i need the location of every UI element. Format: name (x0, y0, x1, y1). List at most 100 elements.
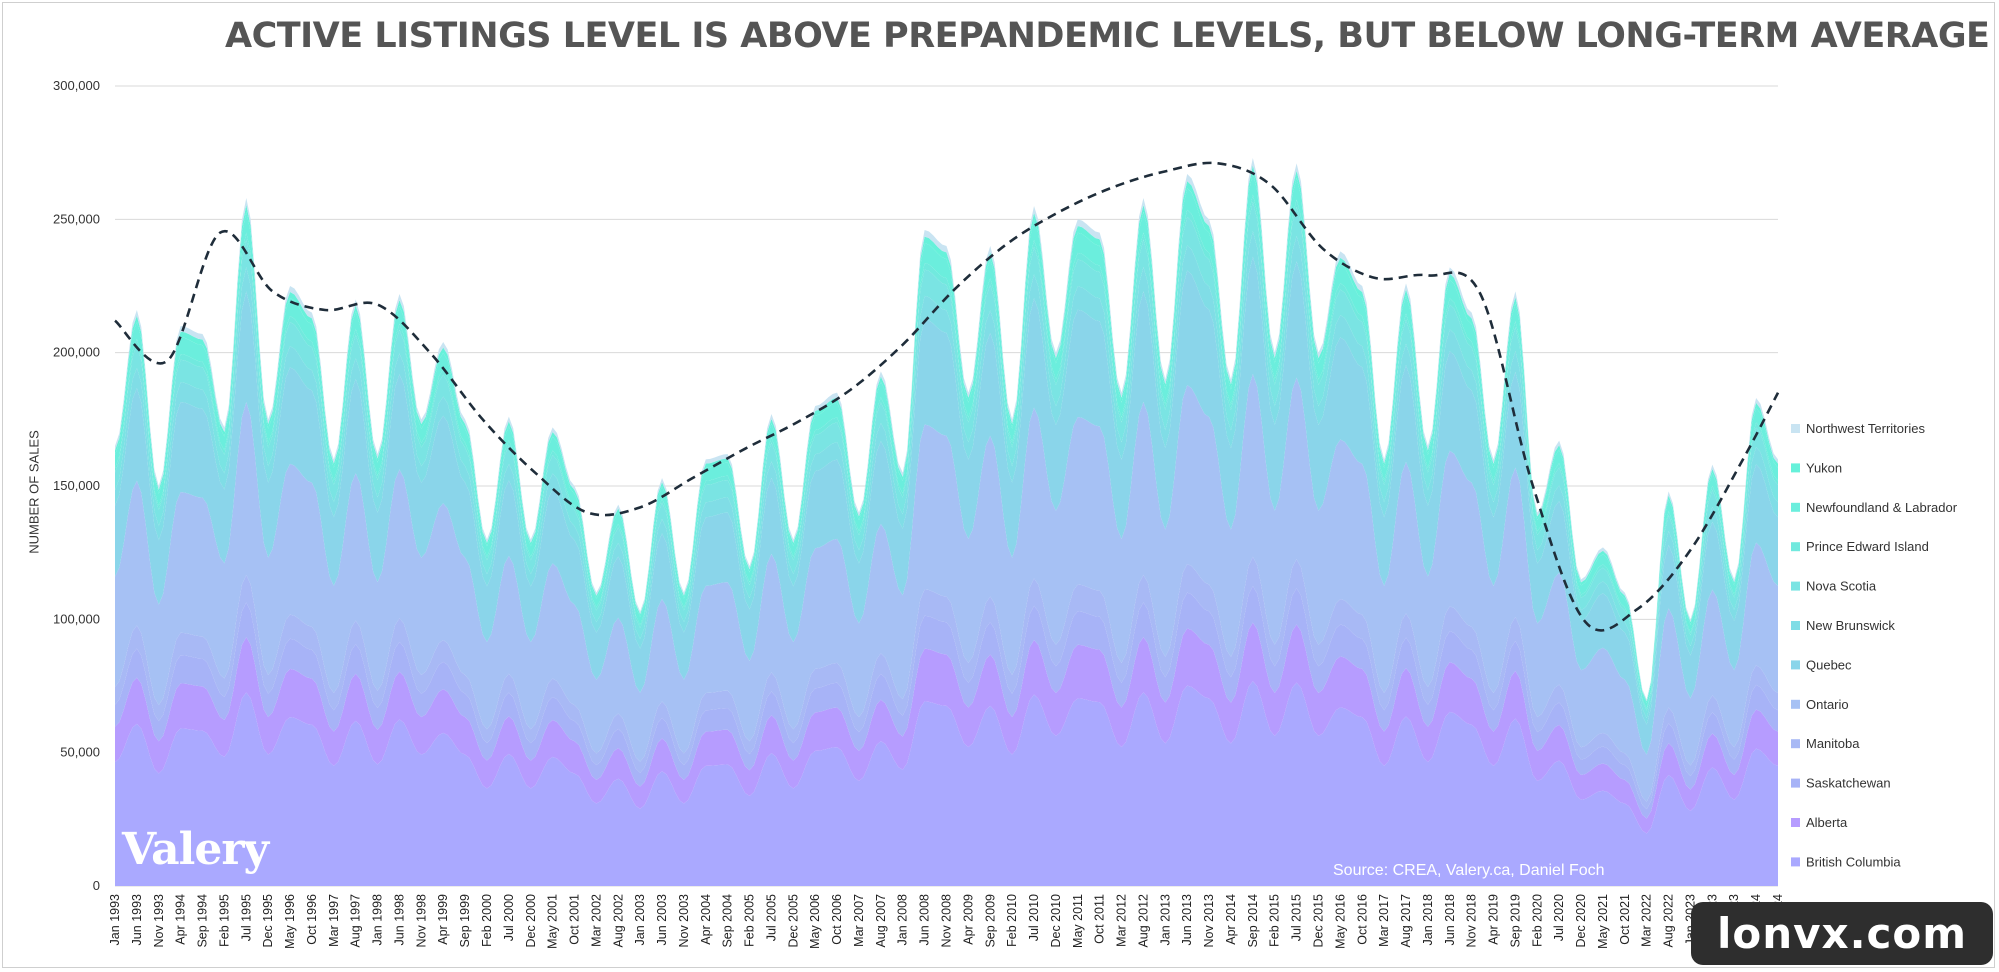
x-tick-label: Nov 2003 (677, 894, 691, 948)
legend-swatch (1791, 502, 1800, 512)
x-tick-label: May 2016 (1333, 894, 1347, 949)
x-tick-label: Nov 2008 (940, 894, 954, 948)
x-tick-label: Oct 2001 (568, 894, 582, 945)
y-tick-label: 0 (93, 878, 100, 893)
stacked-areas (115, 158, 1778, 886)
x-tick-label: May 2006 (808, 894, 822, 949)
x-tick-label: Jul 2020 (1552, 894, 1566, 941)
x-tick-label: Jul 2000 (502, 894, 516, 941)
x-tick-label: Aug 1997 (349, 894, 363, 948)
x-tick-label: Jan 2018 (1421, 894, 1435, 945)
x-tick-label: Dec 2005 (786, 894, 800, 948)
x-tick-label: Feb 2010 (1005, 894, 1019, 947)
x-tick-label: Sep 2004 (721, 894, 735, 948)
legend-swatch (1791, 660, 1800, 670)
x-tick-label: Dec 1995 (261, 894, 275, 948)
x-tick-label: Aug 2007 (874, 894, 888, 948)
x-tick-label: Jul 2005 (764, 894, 778, 941)
y-tick-label: 100,000 (53, 611, 100, 626)
legend-label: Alberta (1806, 815, 1848, 830)
legend-label: Yukon (1806, 460, 1842, 475)
x-tick-label: Dec 2000 (524, 894, 538, 948)
x-tick-label: Feb 1995 (217, 894, 231, 947)
x-tick-label: Nov 1998 (414, 894, 428, 948)
x-tick-label: Apr 2009 (961, 894, 975, 945)
legend-swatch (1791, 699, 1800, 709)
legend-label: Northwest Territories (1806, 421, 1925, 436)
legend-label: New Brunswick (1806, 618, 1895, 633)
legend-swatch (1791, 621, 1800, 630)
x-tick-label: Jun 1998 (393, 894, 407, 945)
source-note: Source: CREA, Valery.ca, Daniel Foch (1333, 862, 1605, 879)
x-tick-label: Apr 2019 (1487, 894, 1501, 945)
x-tick-label: Mar 2012 (1115, 894, 1129, 947)
area-alberta (115, 622, 1778, 834)
x-tick-label: Jan 1998 (371, 894, 385, 945)
x-tick-label: Apr 1994 (174, 894, 188, 945)
area-newfoundland-labrador (115, 172, 1778, 709)
x-tick-label: Feb 2015 (1268, 894, 1282, 947)
watermark-badge: lonvx.com (1691, 902, 1993, 965)
area-nova-scotia (115, 201, 1778, 719)
x-tick-label: Sep 1999 (458, 894, 472, 948)
x-tick-label: Oct 2016 (1355, 894, 1369, 945)
area-quebec (115, 256, 1778, 755)
legend-label: Ontario (1806, 697, 1849, 712)
area-new-brunswick (115, 231, 1778, 725)
x-tick-label: Mar 2017 (1377, 894, 1391, 947)
x-tick-label: Jan 2013 (1158, 894, 1172, 945)
x-tick-label: Oct 1996 (305, 894, 319, 945)
legend-label: British Columbia (1806, 854, 1901, 869)
trend-line (114, 161, 1780, 632)
y-tick-label: 150,000 (53, 478, 100, 493)
x-tick-label: Sep 1994 (196, 894, 210, 948)
legend-label: Newfoundland & Labrador (1806, 500, 1958, 515)
legend-swatch (1791, 818, 1800, 827)
x-tick-label: Mar 2007 (852, 894, 866, 947)
x-tick-label: Feb 2000 (480, 894, 494, 947)
x-tick-label: Mar 2002 (589, 894, 603, 947)
legend-swatch (1791, 778, 1800, 788)
x-tick-label: Dec 2015 (1312, 894, 1326, 948)
x-tick-label: Jul 2010 (1027, 894, 1041, 941)
legend-label: Quebec (1806, 657, 1852, 672)
legend-swatch (1791, 542, 1800, 552)
area-manitoba (115, 556, 1778, 810)
x-tick-label: May 2011 (1071, 894, 1085, 948)
x-tick-labels: Jan 1993 Jun 1993 Nov 1993 Apr 1994 Sep 1994… (108, 894, 1785, 949)
x-tick-label: Oct 2006 (830, 894, 844, 945)
x-tick-label: Aug 2017 (1399, 894, 1413, 948)
y-tick-label: 250,000 (53, 211, 100, 226)
x-tick-label: Jan 1993 (108, 894, 122, 945)
x-tick-label: Feb 2005 (743, 894, 757, 947)
x-tick-label: Aug 2002 (611, 894, 625, 948)
x-tick-label: Oct 2021 (1618, 894, 1632, 945)
x-tick-label: Apr 2004 (699, 894, 713, 945)
x-tick-label: Nov 2018 (1465, 894, 1479, 948)
x-tick-label: Apr 1999 (436, 894, 450, 945)
y-tick-labels: 0 50,000 100,000 150,000 200,000 250,000 300,0… (53, 78, 100, 893)
x-tick-label: Jun 2018 (1443, 894, 1457, 945)
x-tick-label: May 1996 (283, 894, 297, 949)
x-tick-label: Jul 1995 (239, 894, 253, 941)
x-tick-label: May 2001 (546, 894, 560, 949)
x-tick-label: Jan 2008 (896, 894, 910, 945)
x-tick-label: Jul 2015 (1290, 894, 1304, 941)
x-tick-label: Sep 2019 (1508, 894, 1522, 948)
chart-title: ACTIVE LISTINGS LEVEL IS ABOVE PREPANDEM… (225, 16, 1990, 56)
x-tick-label: Aug 2022 (1662, 894, 1676, 948)
x-tick-label: Dec 2020 (1574, 894, 1588, 948)
legend-label: Prince Edward Island (1806, 539, 1929, 554)
y-tick-label: 200,000 (53, 345, 100, 360)
x-tick-label: Jan 2003 (633, 894, 647, 945)
legend-swatch (1791, 581, 1800, 591)
x-tick-label: Jun 2003 (655, 894, 669, 945)
x-tick-label: Nov 1993 (152, 894, 166, 948)
legend-swatch (1791, 463, 1800, 473)
x-tick-label: May 2021 (1596, 894, 1610, 949)
legend: Northwest Territories Yukon Newfoundland &… (1791, 421, 1958, 869)
legend-swatch (1791, 739, 1800, 749)
legend-label: Manitoba (1806, 736, 1860, 751)
legend-swatch (1791, 424, 1800, 433)
